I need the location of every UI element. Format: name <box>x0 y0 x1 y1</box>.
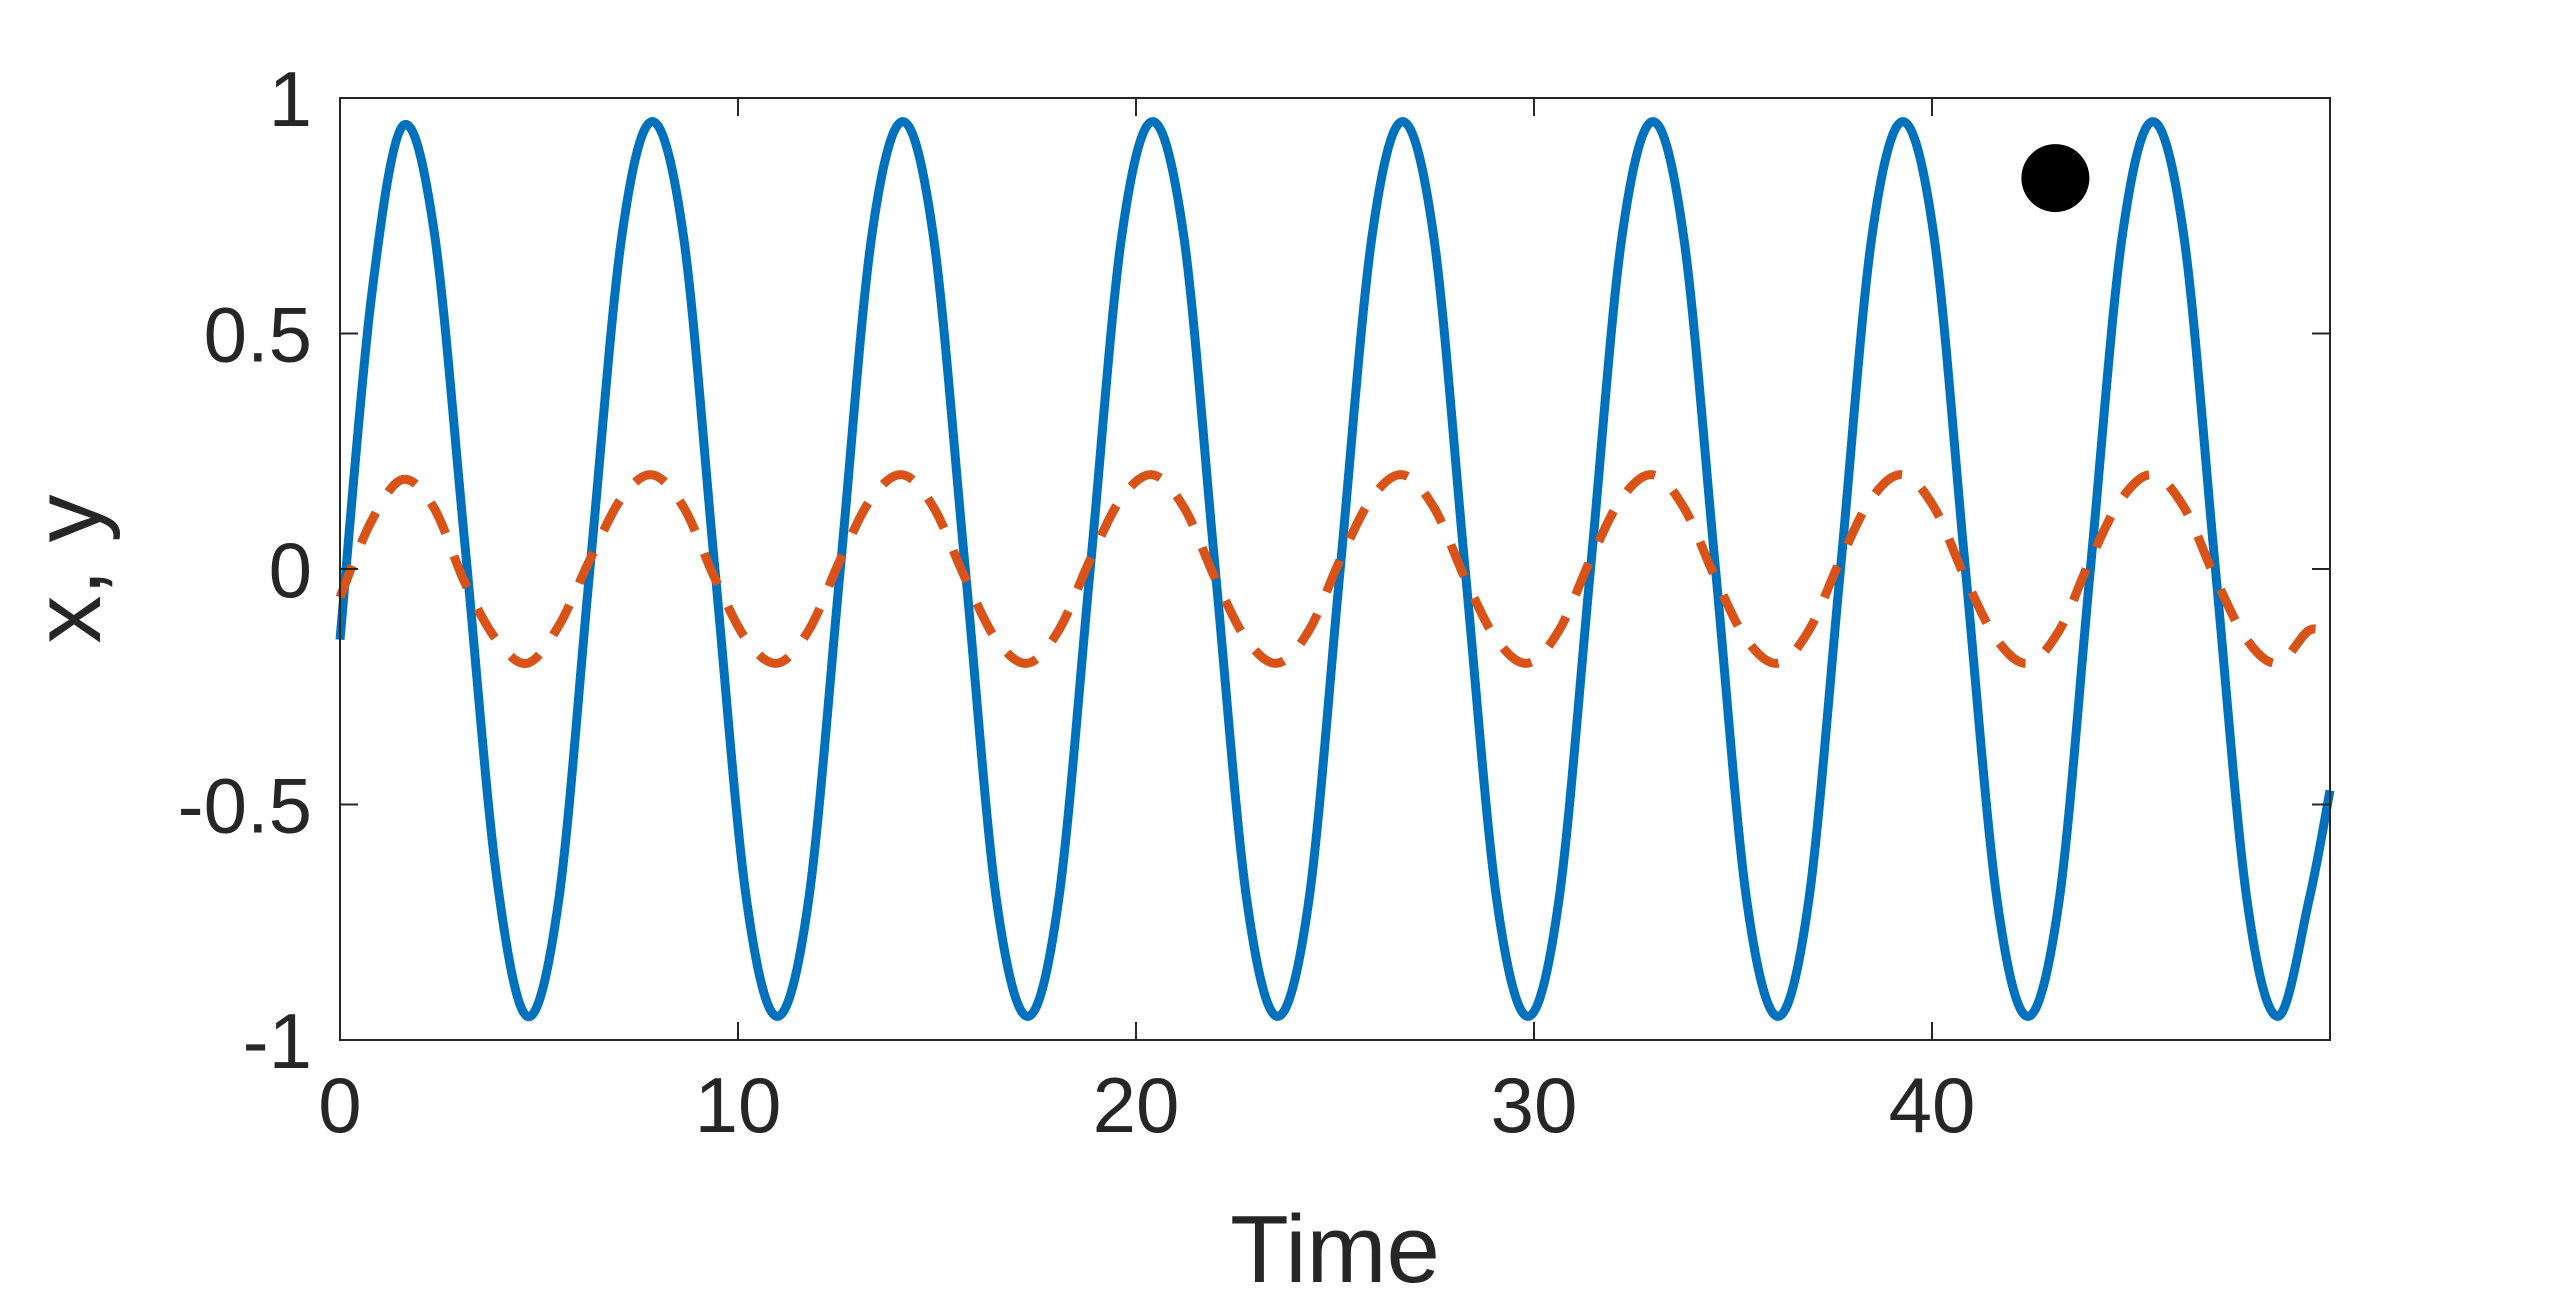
y-tick-label: 1 <box>269 55 312 143</box>
y-tick-label: 0 <box>269 526 312 614</box>
marker-point <box>2021 144 2090 213</box>
y-axis-label: x, y <box>14 494 121 643</box>
x-axis-label: Time <box>1230 1196 1440 1303</box>
x-tick-label: 10 <box>695 1061 782 1149</box>
axis-ticks <box>339 97 2330 1041</box>
dashed-series-line <box>335 470 2332 668</box>
solid-series-line <box>335 117 2335 1021</box>
x-tick-label: 40 <box>1889 1061 1976 1149</box>
y-tick-label: 0.5 <box>204 291 312 379</box>
y-tick-label: -1 <box>243 997 312 1085</box>
x-tick-label: 0 <box>318 1061 361 1149</box>
x-tick-label: 20 <box>1093 1061 1180 1149</box>
plot-area <box>335 117 2335 1021</box>
y-tick-label: -0.5 <box>178 762 312 850</box>
tick-labels: 0 10 20 30 40 -1 -0.5 0 0.5 1 <box>178 55 1976 1149</box>
x-tick-label: 30 <box>1491 1061 1578 1149</box>
